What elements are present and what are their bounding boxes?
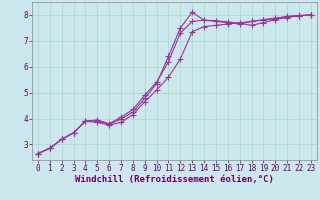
- X-axis label: Windchill (Refroidissement éolien,°C): Windchill (Refroidissement éolien,°C): [75, 175, 274, 184]
